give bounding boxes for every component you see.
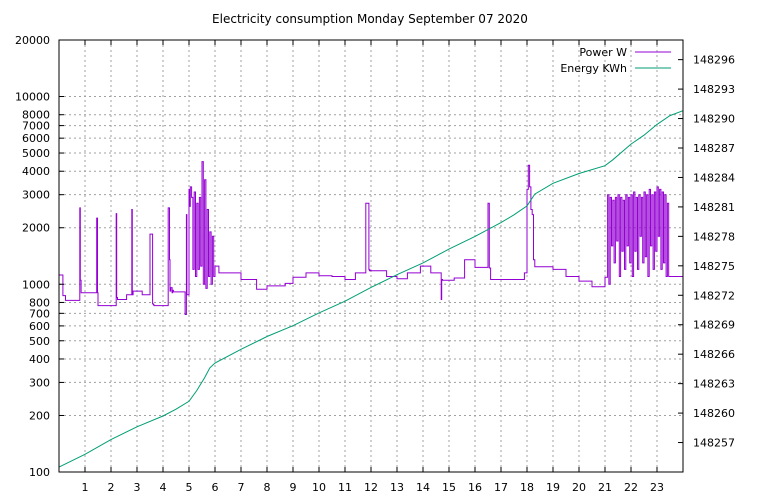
y2-tick-label: 148272 bbox=[693, 289, 735, 302]
y-tick-label: 300 bbox=[29, 376, 50, 389]
legend: Power W Energy KWh bbox=[560, 46, 671, 75]
y-tick-label: 700 bbox=[29, 307, 50, 320]
y-tick-label: 4000 bbox=[22, 165, 50, 178]
y-tick-label: 100 bbox=[29, 466, 50, 479]
y2-tick-label: 148257 bbox=[693, 437, 735, 450]
y-tick-label: 400 bbox=[29, 353, 50, 366]
x-tick-label: 18 bbox=[520, 481, 534, 494]
y2-tick-label: 148296 bbox=[693, 54, 735, 67]
y-tick-label: 800 bbox=[29, 296, 50, 309]
y-tick-label: 3000 bbox=[22, 189, 50, 202]
x-tick-label: 8 bbox=[264, 481, 271, 494]
x-tick-label: 21 bbox=[598, 481, 612, 494]
series-layer bbox=[58, 110, 684, 468]
series-line-0 bbox=[59, 161, 684, 315]
y-tick-label: 20000 bbox=[15, 34, 50, 47]
y-tick-label: 8000 bbox=[22, 109, 50, 122]
y2-tick-label: 148281 bbox=[693, 201, 735, 214]
y2-tick-label: 148290 bbox=[693, 113, 735, 126]
y-tick-label: 7000 bbox=[22, 120, 50, 133]
chart-title: Electricity consumption Monday September… bbox=[212, 12, 528, 26]
legend-label-1: Energy KWh bbox=[560, 62, 627, 75]
x-tick-label: 1 bbox=[82, 481, 89, 494]
x-tick-label: 20 bbox=[572, 481, 586, 494]
y2-tick-label: 148260 bbox=[693, 407, 735, 420]
x-tick-label: 16 bbox=[468, 481, 482, 494]
x-tick-label: 5 bbox=[186, 481, 193, 494]
y2-tick-label: 148266 bbox=[693, 348, 735, 361]
y-tick-label: 200 bbox=[29, 409, 50, 422]
x-tick-label: 9 bbox=[290, 481, 297, 494]
y-tick-label: 6000 bbox=[22, 132, 50, 145]
x-tick-label: 6 bbox=[212, 481, 219, 494]
x-tick-label: 13 bbox=[390, 481, 404, 494]
y-tick-label: 500 bbox=[29, 335, 50, 348]
x-tick-label: 23 bbox=[650, 481, 664, 494]
legend-label-0: Power W bbox=[579, 46, 627, 59]
y2-tick-label: 148287 bbox=[693, 142, 735, 155]
y-tick-label: 10000 bbox=[15, 91, 50, 104]
x-tick-label: 17 bbox=[494, 481, 508, 494]
x-tick-label: 10 bbox=[312, 481, 326, 494]
x-tick-label: 15 bbox=[442, 481, 456, 494]
y2-tick-label: 148293 bbox=[693, 83, 735, 96]
y2-tick-label: 148284 bbox=[693, 171, 735, 184]
x-tick-label: 12 bbox=[364, 481, 378, 494]
x-tick-label: 7 bbox=[238, 481, 245, 494]
x-tick-label: 14 bbox=[416, 481, 430, 494]
y2-tick-label: 148275 bbox=[693, 260, 735, 273]
x-tick-label: 2 bbox=[108, 481, 115, 494]
y-tick-label: 1000 bbox=[22, 278, 50, 291]
y-tick-label: 600 bbox=[29, 320, 50, 333]
x-tick-label: 11 bbox=[338, 481, 352, 494]
y-tick-label: 2000 bbox=[22, 222, 50, 235]
y2-tick-label: 148278 bbox=[693, 230, 735, 243]
y2-tick-label: 148263 bbox=[693, 378, 735, 391]
y-tick-label: 5000 bbox=[22, 147, 50, 160]
x-tick-label: 3 bbox=[134, 481, 141, 494]
y2-tick-label: 148269 bbox=[693, 319, 735, 332]
x-tick-label: 22 bbox=[624, 481, 638, 494]
axes: 1 2 3 4 5 6 7 8 9 10 11 12 13 14 15 16 17 18 19 20 21 22 23100… bbox=[15, 34, 735, 494]
x-tick-label: 19 bbox=[546, 481, 560, 494]
x-tick-label: 4 bbox=[160, 481, 167, 494]
series-line-1 bbox=[58, 110, 684, 468]
